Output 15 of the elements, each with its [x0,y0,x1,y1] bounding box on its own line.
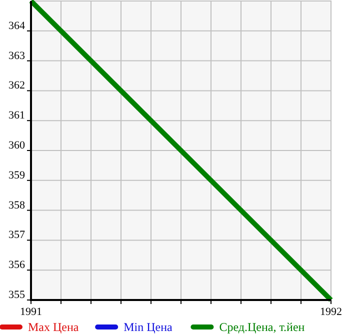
y-tick-label: 362 [8,80,25,92]
legend-label: Сред.Цена, т.йен [219,320,306,334]
y-tick-label: 360 [8,140,26,152]
y-tick-label: 355 [8,289,26,301]
legend-label: Max Цена [28,320,80,334]
x-tick-label: 1992 [320,306,342,318]
y-tick-label: 364 [8,20,26,32]
y-tick-label: 358 [8,199,26,212]
y-tick-label: 363 [8,50,26,62]
x-tick-label: 1991 [20,306,42,318]
y-tick-label: 361 [8,110,25,122]
legend-label: Min Цена [124,320,174,334]
y-tick-label: 359 [8,169,26,182]
y-tick-label: 356 [8,259,26,272]
y-tick-label: 357 [8,229,26,242]
